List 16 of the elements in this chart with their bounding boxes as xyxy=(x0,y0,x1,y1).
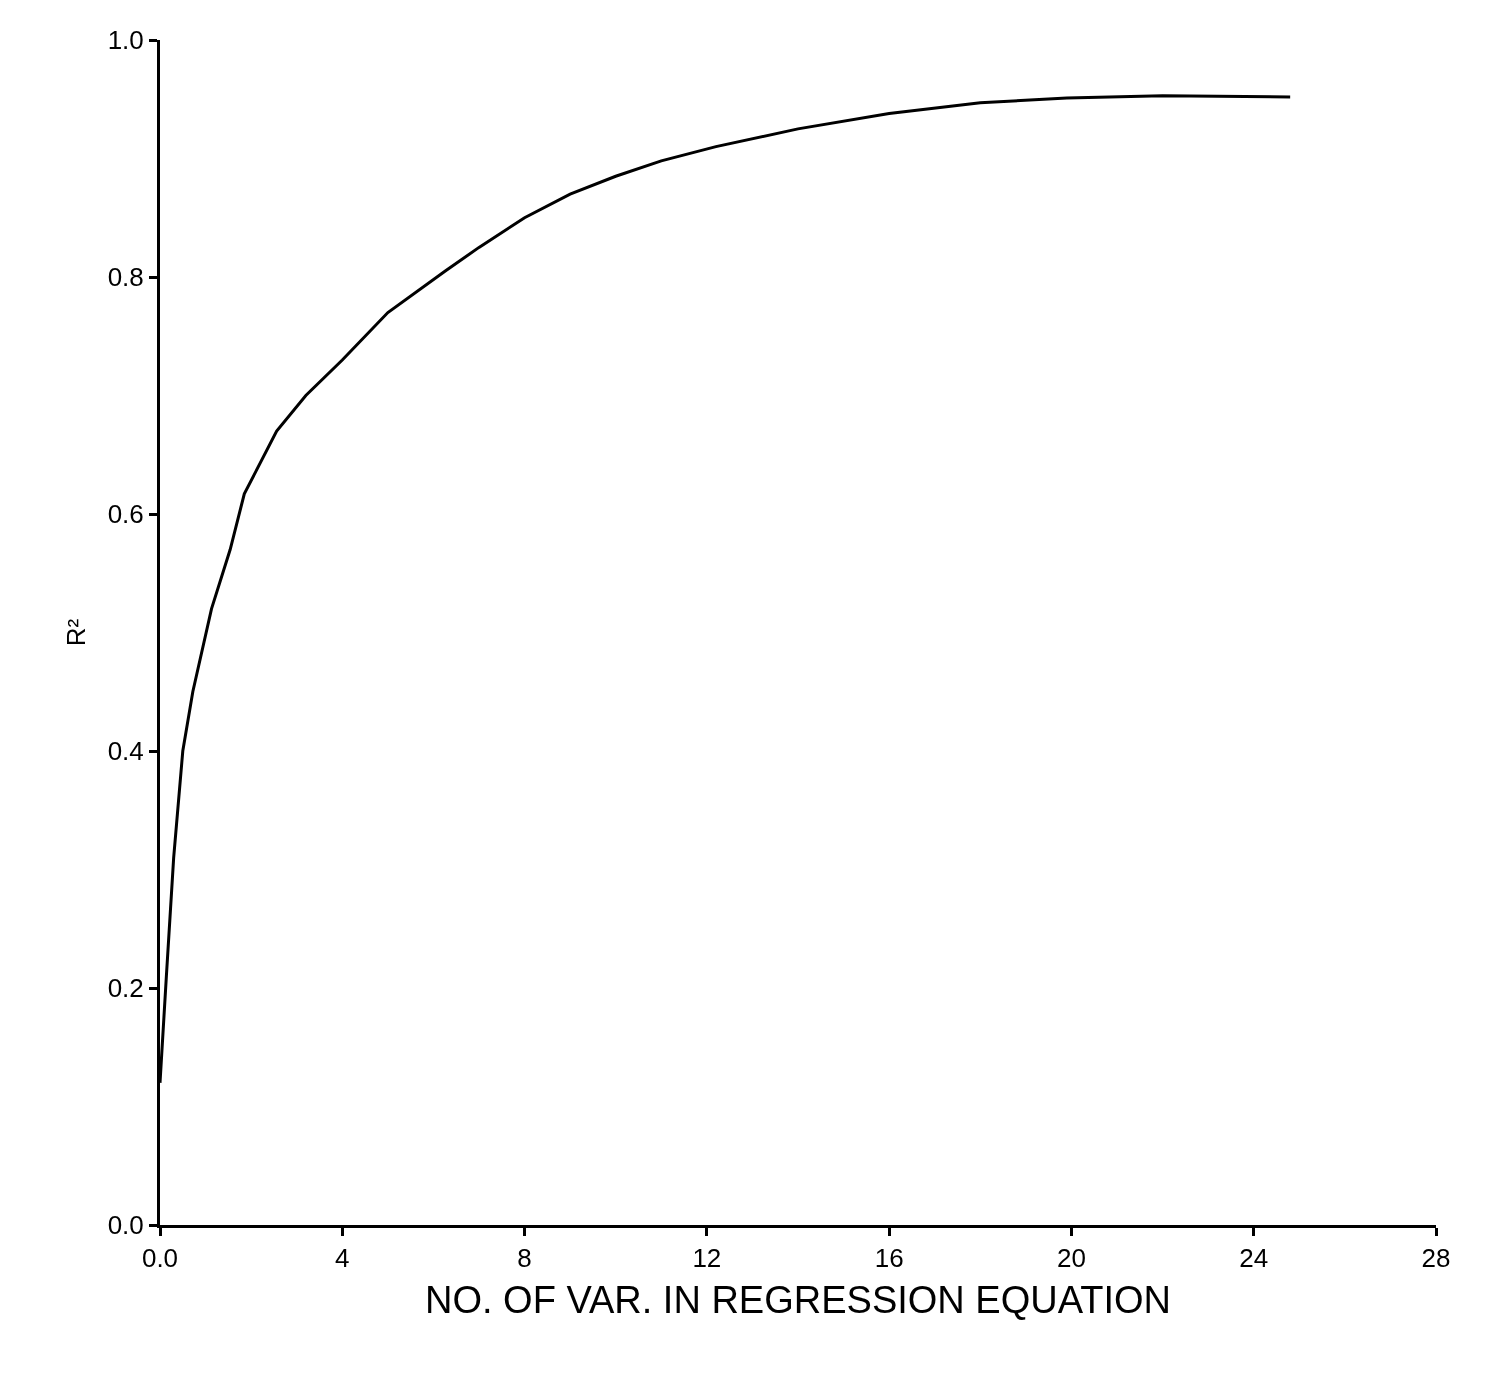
x-tick-label: 8 xyxy=(517,1243,532,1274)
x-tick-label: 0.0 xyxy=(141,1243,179,1274)
y-tick-label: 1.0 xyxy=(107,25,144,56)
y-tick-label: 0.4 xyxy=(107,736,144,767)
y-axis-title: R² xyxy=(61,618,92,647)
x-tick-label: 28 xyxy=(1421,1243,1451,1274)
x-tick-label: 16 xyxy=(874,1243,904,1274)
y-tick-label: 0.0 xyxy=(107,1210,144,1241)
x-tick-label: 20 xyxy=(1056,1243,1086,1274)
y-tick-label: 0.6 xyxy=(107,499,144,530)
y-tick-label: 0.2 xyxy=(107,973,144,1004)
x-axis-title: NO. OF VAR. IN REGRESSION EQUATION xyxy=(424,1279,1172,1322)
x-tick-label: 12 xyxy=(692,1243,722,1274)
x-tick-label: 4 xyxy=(335,1243,350,1274)
y-tick-label: 0.8 xyxy=(107,262,144,293)
x-tick-label: 24 xyxy=(1239,1243,1269,1274)
